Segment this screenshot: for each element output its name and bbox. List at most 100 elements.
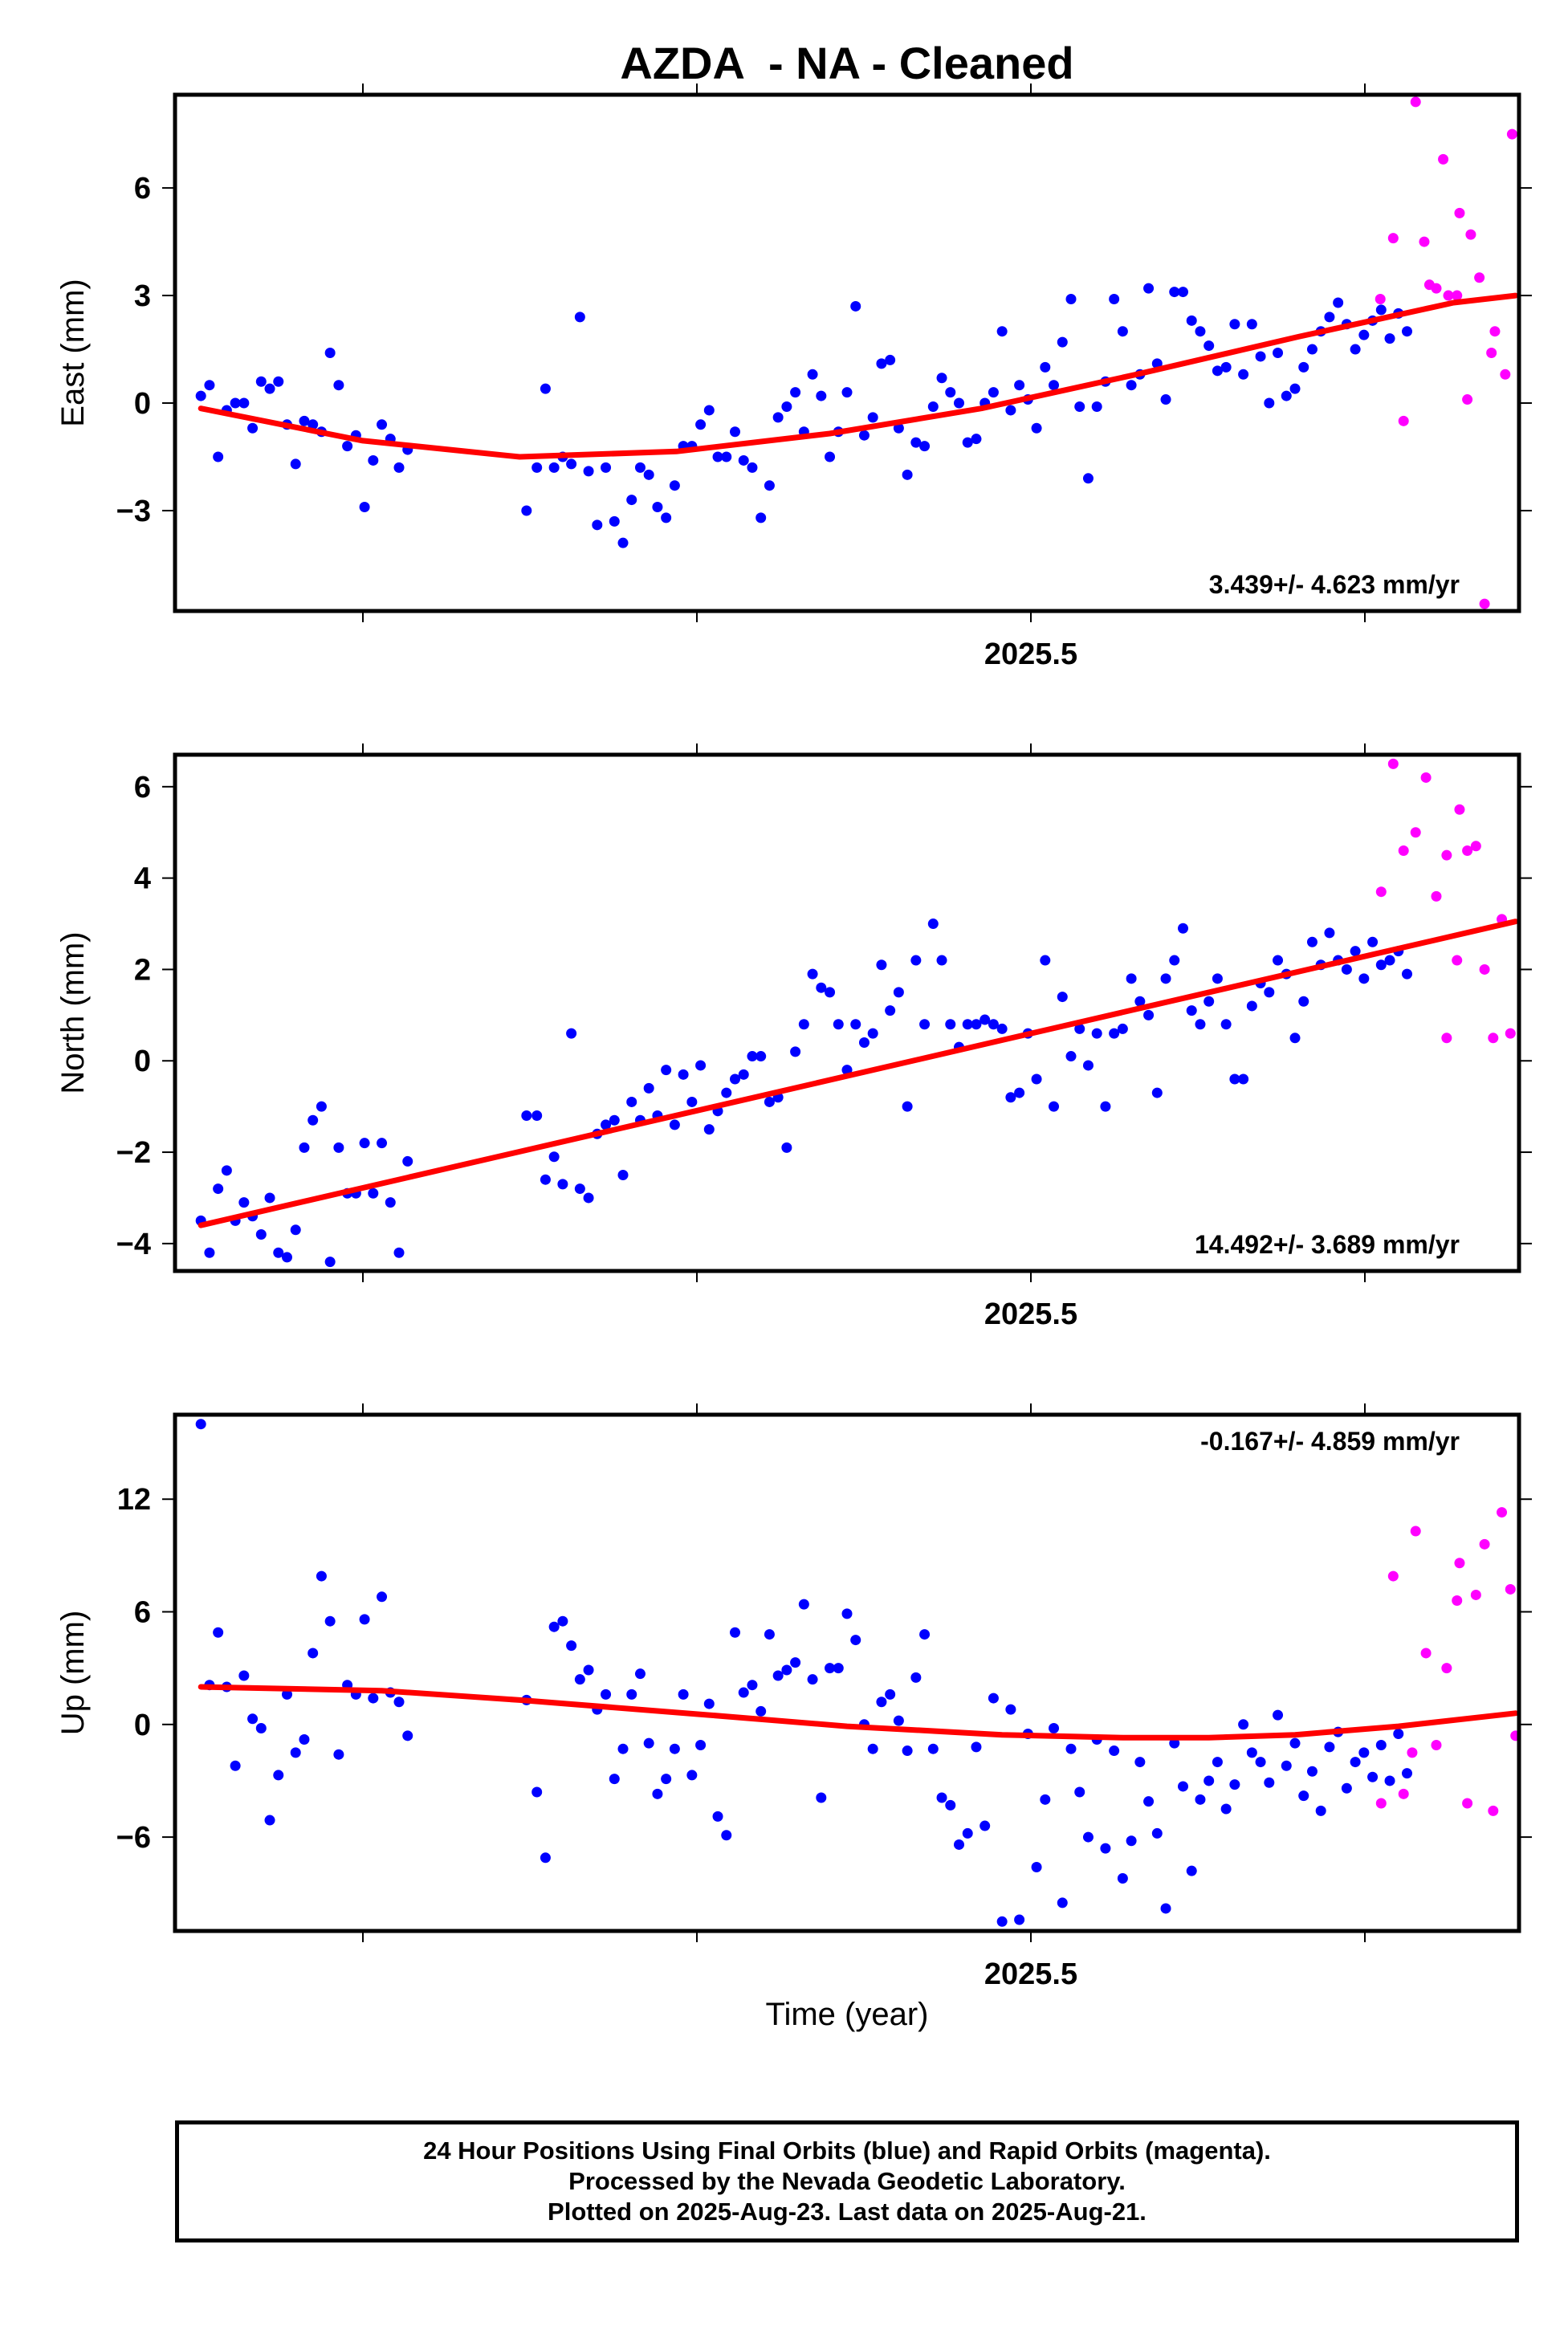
final-orbit-point <box>919 1019 931 1030</box>
rapid-orbit-point <box>1479 963 1490 975</box>
final-orbit-point <box>738 454 749 466</box>
final-orbit-point <box>333 1749 344 1760</box>
final-orbit-point <box>1402 1768 1412 1779</box>
final-orbit-point <box>1143 283 1155 294</box>
final-orbit-point <box>1212 1757 1223 1768</box>
final-orbit-point <box>816 1792 827 1803</box>
final-orbit-point <box>324 348 336 358</box>
final-orbit-point <box>1264 1777 1275 1788</box>
final-orbit-point <box>962 1827 973 1839</box>
final-orbit-point <box>592 519 603 531</box>
final-orbit-point <box>652 1788 663 1799</box>
final-orbit-point <box>247 1713 259 1725</box>
final-orbit-point <box>634 462 646 473</box>
velocity-annotation: 14.492+/- 3.689 mm/yr <box>1195 1230 1460 1259</box>
final-orbit-point <box>316 1101 327 1112</box>
final-orbit-point <box>601 462 612 473</box>
y-tick-label: 6 <box>134 1596 151 1630</box>
final-orbit-point <box>609 515 620 527</box>
plot-frame <box>173 1412 1521 1933</box>
final-orbit-point <box>1195 1019 1206 1030</box>
rapid-orbit-point <box>1486 348 1497 358</box>
final-orbit-point <box>927 919 939 930</box>
final-orbit-point <box>273 1770 284 1781</box>
rapid-orbit-point <box>1431 1740 1442 1751</box>
final-orbit-point <box>264 1192 275 1204</box>
final-orbit-point <box>798 1019 809 1030</box>
final-orbit-point <box>333 380 344 391</box>
final-orbit-point <box>730 1627 740 1638</box>
final-orbit-point <box>893 422 904 434</box>
final-orbit-point <box>531 462 543 473</box>
final-orbit-point <box>1126 1835 1137 1847</box>
rapid-orbit-point <box>1410 1525 1421 1537</box>
panel-north: 2025.5 6 4 2 0 −2 −4 North (mm) 14.492+/- 3.689 … <box>55 743 1532 1331</box>
final-orbit-point <box>377 1138 388 1149</box>
rapid-orbit-point <box>1510 1730 1519 1741</box>
rapid-orbit-point <box>1452 955 1463 966</box>
final-orbit-point <box>678 1688 689 1700</box>
final-orbit-point <box>747 1051 758 1062</box>
final-orbit-point <box>1289 383 1301 394</box>
final-orbit-point <box>273 1247 284 1258</box>
final-orbit-point <box>1014 1087 1025 1098</box>
final-orbit-point <box>919 1629 931 1640</box>
final-orbit-point <box>1384 955 1395 966</box>
final-orbit-point <box>1220 1803 1232 1815</box>
final-orbit-point <box>945 1019 956 1030</box>
final-orbit-point <box>1220 1019 1232 1030</box>
final-orbit-point <box>342 441 353 452</box>
rapid-orbit-point <box>1479 1538 1490 1550</box>
rapid-orbit-point <box>1479 598 1490 609</box>
y-tick-label: −2 <box>116 1136 151 1170</box>
final-orbit-point <box>1109 294 1120 305</box>
final-orbit-point <box>1324 1741 1335 1753</box>
final-orbit-point <box>1040 361 1051 373</box>
rapid-orbit-point <box>1488 1033 1499 1044</box>
y-tick-label: 0 <box>134 1709 151 1742</box>
plot-frame <box>173 752 1521 1273</box>
rapid-orbit-point <box>1441 1033 1452 1044</box>
final-orbit-point <box>282 1688 292 1700</box>
final-orbit-point <box>299 1734 310 1745</box>
final-orbit-point <box>1109 1028 1120 1039</box>
final-orbit-point <box>204 1247 215 1258</box>
final-orbit-point <box>1049 1101 1060 1112</box>
final-orbit-point <box>841 387 853 398</box>
final-orbit-point <box>902 469 913 480</box>
rapid-orbit-point <box>1375 294 1386 305</box>
final-orbit-point <box>1246 1747 1257 1758</box>
final-orbit-point <box>359 502 370 513</box>
final-orbit-point <box>1393 1728 1404 1739</box>
final-orbit-point <box>368 1693 379 1704</box>
final-orbit-point <box>1203 1775 1215 1786</box>
final-orbit-point <box>1203 340 1215 352</box>
final-orbit-point <box>1298 361 1309 373</box>
final-orbit-point <box>1031 1862 1042 1873</box>
final-orbit-point <box>1203 996 1215 1007</box>
final-orbit-point <box>790 387 801 398</box>
final-orbit-point <box>1289 1033 1301 1044</box>
final-orbit-point <box>566 1640 577 1652</box>
final-orbit-point <box>1350 344 1361 355</box>
final-orbit-point <box>1126 380 1137 391</box>
final-orbit-point <box>703 1124 715 1135</box>
final-orbit-point <box>885 1005 896 1016</box>
rapid-orbit-point <box>1488 1805 1499 1816</box>
final-orbit-point <box>1065 1743 1077 1754</box>
final-orbit-point <box>368 1187 379 1199</box>
final-orbit-point <box>1375 304 1387 316</box>
final-orbit-point <box>273 376 284 387</box>
final-orbit-point <box>583 1664 594 1676</box>
final-orbit-point <box>1229 1779 1240 1790</box>
final-orbit-point <box>971 434 982 445</box>
trend-line <box>198 1684 1519 1741</box>
y-tick-label: 0 <box>134 387 151 421</box>
rapid-orbit-point <box>1398 415 1409 426</box>
final-orbit-point <box>1384 1775 1395 1786</box>
rapid-orbit-point <box>1470 1589 1481 1600</box>
data-points <box>195 96 1517 609</box>
final-orbit-point <box>583 466 594 477</box>
footer-line-processed: Processed by the Nevada Geodetic Laborat… <box>568 2167 1126 2195</box>
final-orbit-point <box>850 1019 861 1030</box>
